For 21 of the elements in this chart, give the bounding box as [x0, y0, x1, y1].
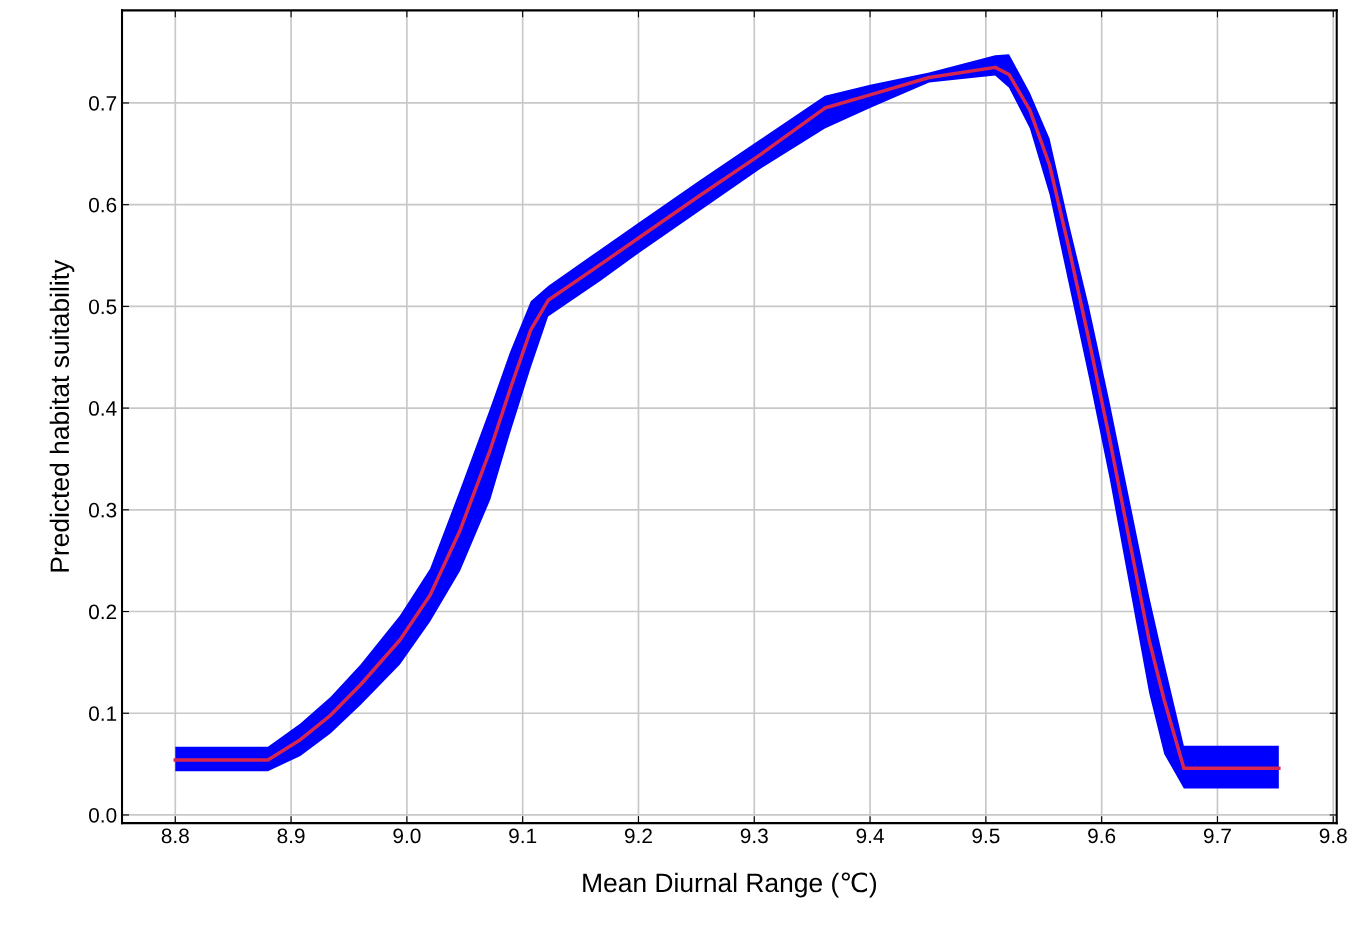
x-tick-label: 9.3 — [740, 828, 768, 844]
y-tick-label: 0.3 — [89, 502, 117, 518]
y-tick-label: 0.6 — [89, 197, 117, 213]
x-tick-label: 9.5 — [972, 828, 1000, 844]
x-tick-label: 9.4 — [856, 828, 884, 844]
x-tick-label: 8.8 — [161, 828, 189, 844]
x-tick-label: 9.6 — [1088, 828, 1116, 844]
x-tick-label: 9.0 — [393, 828, 421, 844]
y-tick-label: 0.4 — [89, 401, 117, 416]
x-tick-label: 8.9 — [277, 828, 305, 844]
y-axis-title: Predicted habitat suitability — [49, 259, 75, 572]
x-axis-title: Mean Diurnal Range (℃) — [583, 872, 877, 898]
y-tick-label: 0.2 — [89, 604, 117, 620]
y-tick-label: 0.1 — [89, 706, 117, 721]
x-tick-label: 9.1 — [509, 828, 537, 844]
y-tick-label: 0.5 — [89, 299, 117, 315]
y-tick-label: 0.7 — [89, 95, 117, 111]
x-tick-label: 9.7 — [1203, 828, 1231, 844]
x-tick-label: 9.8 — [1319, 828, 1347, 844]
y-tick-label: 0.0 — [89, 807, 117, 823]
x-tick-label: 9.2 — [624, 828, 652, 844]
